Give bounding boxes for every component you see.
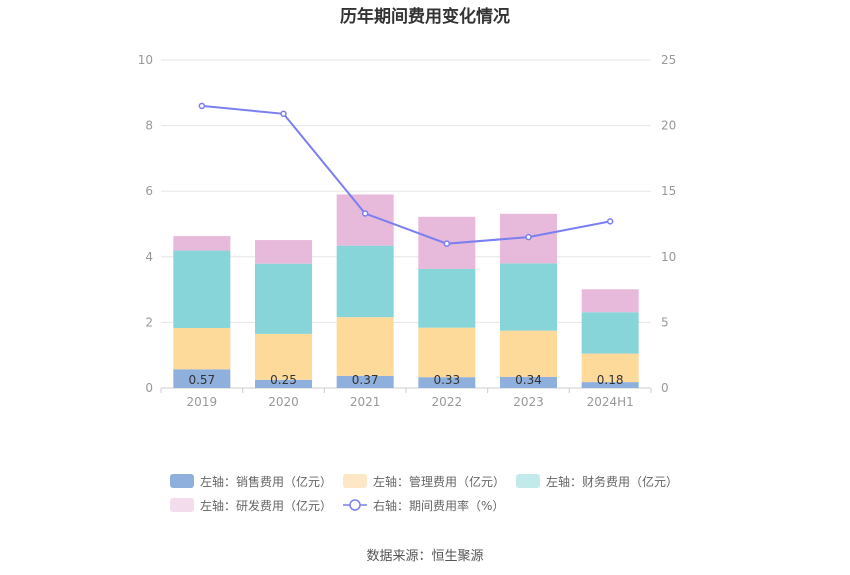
bar-segment <box>581 289 639 313</box>
bar-segment <box>173 369 231 388</box>
expense-ratio-line <box>201 104 611 245</box>
legend-label-admin: 左轴：管理费用（亿元） <box>373 474 506 489</box>
legend-swatch-finance <box>516 474 540 488</box>
bar-segment <box>173 236 231 251</box>
y-right-tick-label: 20 <box>661 119 676 133</box>
y-left-tick-label: 2 <box>145 315 153 329</box>
legend-swatch-rnd <box>170 498 194 512</box>
bar-segment <box>255 263 312 334</box>
bar-segment <box>336 317 394 376</box>
bar-data-label: 0.18 <box>597 373 624 387</box>
legend-swatch-admin <box>343 474 367 488</box>
y-left-tick-label: 10 <box>138 53 153 67</box>
bar-data-label: 0.25 <box>270 373 297 387</box>
bar-segment <box>418 268 476 328</box>
bar-segment <box>581 382 639 388</box>
expense-ratio-point <box>361 210 369 217</box>
legend-item-rnd[interactable]: 左轴：研发费用（亿元） <box>170 496 332 514</box>
expense-ratio-point <box>525 233 532 241</box>
bar-segment <box>336 245 394 318</box>
bar-data-label: 0.33 <box>433 373 460 387</box>
y-right-tick-label: 25 <box>661 53 676 67</box>
bar-data-label: 0.34 <box>515 373 542 387</box>
x-tick-label: 2020 <box>268 395 299 409</box>
x-tick-label: 2023 <box>513 395 544 409</box>
bar-segment <box>336 375 394 388</box>
legend-item-expense-ratio[interactable]: 右轴：期间费用率（%） <box>343 496 504 514</box>
bar-data-label: 0.57 <box>188 373 215 387</box>
y-right-tick-label: 15 <box>661 184 676 198</box>
legend-label-finance: 左轴：财务费用（亿元） <box>546 474 679 489</box>
bar-segment <box>173 327 231 370</box>
x-tick-label: 2021 <box>350 395 381 409</box>
y-right-tick-label: 10 <box>661 250 676 264</box>
bar-segment <box>255 379 312 388</box>
legend-label-sales: 左轴：销售费用（亿元） <box>200 474 333 489</box>
expense-ratio-point <box>443 240 451 247</box>
y-left-tick-label: 0 <box>145 381 153 395</box>
y-left-tick-label: 4 <box>145 250 153 264</box>
bar-segment <box>581 353 639 383</box>
legend-label-rnd: 左轴：研发费用（亿元） <box>200 498 333 513</box>
y-left-tick-label: 6 <box>145 184 153 198</box>
bar-segment <box>581 312 639 354</box>
expense-ratio-point <box>280 110 287 118</box>
legend-item-sales[interactable]: 左轴：销售费用（亿元） <box>170 472 332 490</box>
expense-ratio-point <box>606 218 614 225</box>
bar-segment <box>255 240 312 264</box>
y-right-tick-label: 5 <box>661 315 669 329</box>
legend-item-admin[interactable]: 左轴：管理费用（亿元） <box>343 472 505 490</box>
x-tick-label: 2019 <box>187 395 218 409</box>
bar-segment <box>173 250 231 328</box>
y-left-tick-label: 8 <box>145 119 153 133</box>
x-tick-label: 2024H1 <box>587 395 634 409</box>
bar-segment <box>418 377 476 388</box>
chart-title: 历年期间费用变化情况 <box>340 7 510 27</box>
bar-segment <box>500 376 557 388</box>
legend-swatch-sales <box>170 474 194 488</box>
x-tick-label: 2022 <box>432 395 463 409</box>
bar-segment <box>500 263 557 331</box>
expense-ratio-point <box>198 102 206 110</box>
legend-line-icon <box>343 499 367 511</box>
bar-data-label: 0.37 <box>352 373 379 387</box>
bar-segment <box>418 327 476 378</box>
bar-segment <box>255 333 312 380</box>
bar-segment <box>500 330 557 377</box>
data-source: 数据来源：恒生聚源 <box>366 549 484 564</box>
legend-label-expense-ratio: 右轴：期间费用率（%） <box>373 498 505 513</box>
y-right-tick-label: 0 <box>661 381 669 395</box>
legend-item-finance[interactable]: 左轴：财务费用（亿元） <box>516 472 678 490</box>
